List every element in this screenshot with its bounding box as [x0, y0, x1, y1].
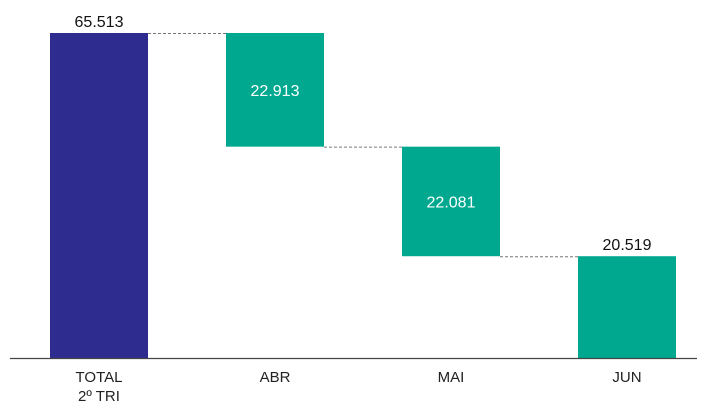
- value-labels: 65.513 22.913 22.081 20.519: [75, 14, 652, 254]
- category-tick-labels: TOTAL 2º TRI ABR MAI JUN: [76, 369, 642, 405]
- bar-2: [226, 33, 324, 147]
- value-label-1: 65.513: [75, 14, 124, 31]
- value-label-3: 22.081: [427, 194, 476, 211]
- tick-label-3: MAI: [438, 369, 465, 386]
- tick-label-2: ABR: [260, 369, 291, 386]
- value-label-4: 20.519: [603, 237, 652, 254]
- bars: [50, 33, 676, 358]
- tick-label-line: JUN: [612, 369, 641, 386]
- value-label-2: 22.913: [251, 83, 300, 100]
- tick-label-line: TOTAL: [76, 369, 123, 386]
- tick-label-line: ABR: [260, 369, 291, 386]
- bar-3: [402, 146, 500, 257]
- tick-label-line: MAI: [438, 369, 465, 386]
- tick-label-1: TOTAL 2º TRI: [76, 369, 123, 405]
- bar-1: [50, 33, 148, 358]
- bar-4: [578, 256, 676, 358]
- connector-lines: [148, 33, 578, 258]
- tick-label-line: 2º TRI: [78, 388, 120, 405]
- tick-label-4: JUN: [612, 369, 641, 386]
